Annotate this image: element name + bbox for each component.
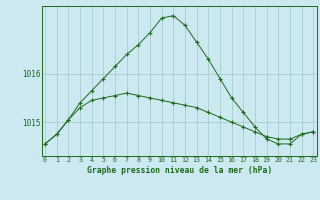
X-axis label: Graphe pression niveau de la mer (hPa): Graphe pression niveau de la mer (hPa) [87,166,272,175]
